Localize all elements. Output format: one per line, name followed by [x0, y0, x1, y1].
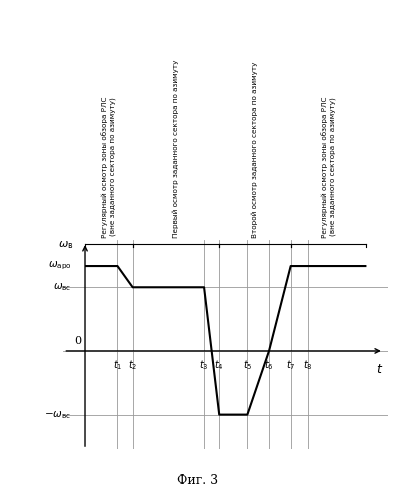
Text: $\omega_{\rm вс}$: $\omega_{\rm вс}$: [53, 281, 72, 293]
Text: $t_8$: $t_8$: [303, 358, 313, 372]
Text: $t_6$: $t_6$: [264, 358, 274, 372]
Text: $t$: $t$: [376, 363, 383, 376]
Text: Регулярный осмотр зоны обзора РЛС
(вне заданного сектора по азимуту): Регулярный осмотр зоны обзора РЛС (вне з…: [101, 96, 116, 238]
Text: 0: 0: [74, 336, 82, 346]
Text: $t_3$: $t_3$: [199, 358, 209, 372]
Text: $t_7$: $t_7$: [286, 358, 295, 372]
Text: Фиг. 3: Фиг. 3: [177, 474, 219, 487]
Text: $t_2$: $t_2$: [128, 358, 137, 372]
Text: $t_1$: $t_1$: [113, 358, 122, 372]
Text: $t_4$: $t_4$: [214, 358, 224, 372]
Text: Первый осмотр заданного сектора по азимуту: Первый осмотр заданного сектора по азиму…: [173, 59, 179, 238]
Text: $\omega_{\rm в}$: $\omega_{\rm в}$: [58, 239, 73, 250]
Text: Регулярный осмотр зоны обзора РЛС
(вне заданного сектора по азимуту): Регулярный осмотр зоны обзора РЛС (вне з…: [321, 96, 336, 238]
Text: $\omega_{\rm аро}$: $\omega_{\rm аро}$: [48, 260, 72, 272]
Text: $-\omega_{\rm вс}$: $-\omega_{\rm вс}$: [44, 409, 72, 421]
Text: Второй осмотр заданного сектора по азимуту: Второй осмотр заданного сектора по азиму…: [252, 61, 258, 238]
Text: $t_5$: $t_5$: [243, 358, 252, 372]
